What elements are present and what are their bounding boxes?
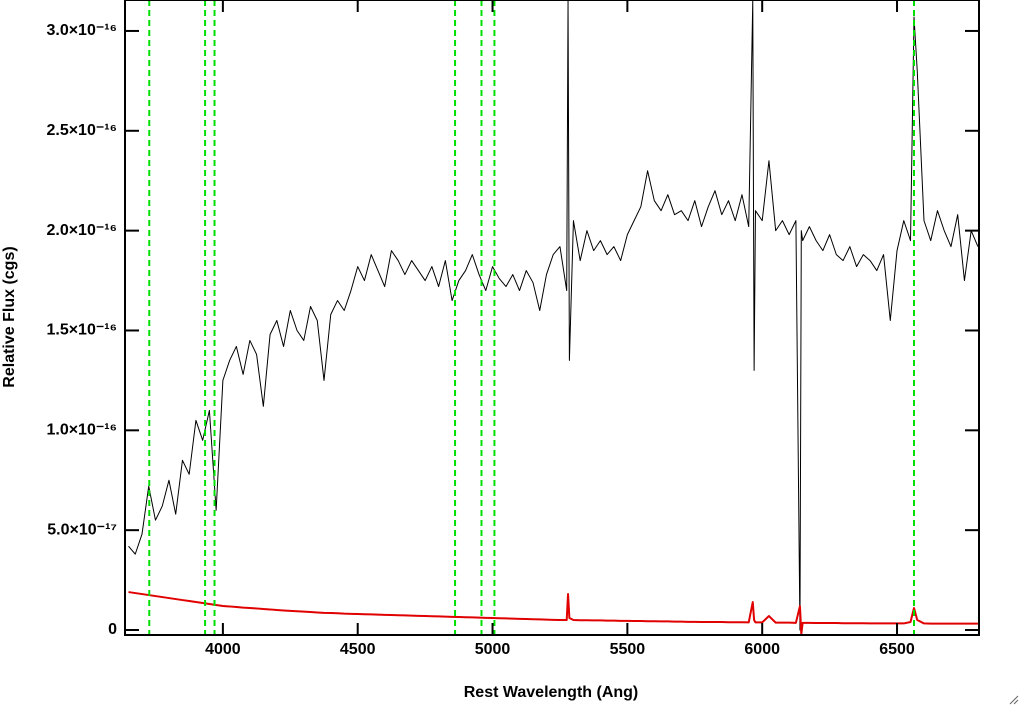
- plot-area: [128, 0, 979, 635]
- x-tick-label: 4500: [340, 641, 376, 658]
- spectrum-line: [128, 0, 979, 631]
- y-tick-label: 5.0×10⁻¹⁷: [47, 521, 117, 538]
- y-tick-label: 1.5×10⁻¹⁶: [46, 322, 117, 339]
- x-tick-label: 4000: [205, 641, 241, 658]
- x-tick-label: 6000: [744, 641, 780, 658]
- x-tick-label: 5500: [610, 641, 646, 658]
- resize-grip: [1009, 695, 1019, 705]
- error-line: [128, 591, 978, 635]
- x-axis-label: Rest Wavelength (Ang): [464, 684, 639, 701]
- y-axis-label: Relative Flux (cgs): [1, 246, 18, 387]
- y-tick-label: 2.0×10⁻¹⁶: [46, 222, 117, 239]
- axes-frame: [124, 0, 980, 636]
- y-tick-label: 3.0×10⁻¹⁶: [46, 22, 117, 39]
- y-tick-label: 2.5×10⁻¹⁶: [46, 122, 117, 139]
- y-tick-label: 0: [108, 621, 117, 638]
- x-tick-label: 5000: [475, 641, 511, 658]
- x-tick-label: 6500: [879, 641, 915, 658]
- y-tick-label: 1.0×10⁻¹⁶: [46, 422, 117, 439]
